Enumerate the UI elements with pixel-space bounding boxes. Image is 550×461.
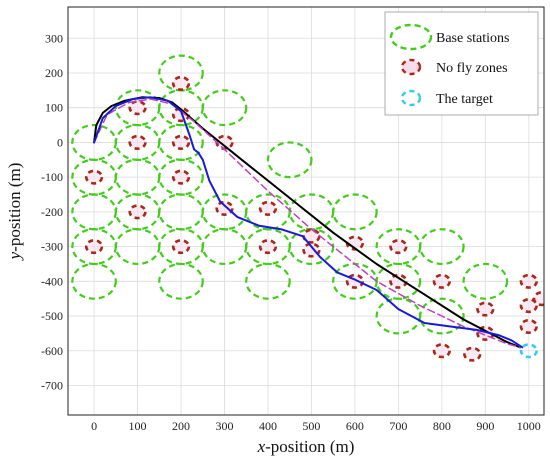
x-tick-label: 0 — [91, 419, 97, 433]
x-tick-label: 600 — [346, 419, 364, 433]
no-fly-zone-marker — [532, 291, 544, 307]
y-tick-label: -100 — [41, 170, 63, 184]
no-fly-zone-marker — [302, 242, 321, 258]
plot-frame — [67, 6, 545, 416]
y-tick-label: -700 — [41, 378, 63, 392]
base-station-marker — [266, 141, 313, 179]
no-fly-zone-marker — [258, 239, 278, 255]
y-tick-label: -600 — [41, 344, 63, 358]
x-tick-label: 1000 — [517, 419, 541, 433]
y-tick-label: -500 — [41, 309, 63, 323]
x-tick-label: 100 — [129, 419, 147, 433]
legend: Base stations No fly zones The target — [384, 11, 539, 116]
x-tick-label: 900 — [476, 419, 494, 433]
no-fly-zone-marker — [476, 301, 495, 317]
trajectory-line — [93, 98, 521, 349]
no-fly-zone-marker — [171, 134, 191, 150]
x-tick-label: 700 — [389, 419, 407, 433]
base-station-marker — [71, 262, 117, 300]
legend-marker — [400, 58, 422, 76]
x-tick-label: 200 — [172, 419, 190, 433]
x-tick-label: 500 — [302, 419, 320, 433]
no-fly-zone-marker — [463, 346, 482, 362]
base-station-marker — [462, 262, 509, 300]
legend-label: The target — [436, 92, 493, 107]
y-axis-label: y-position (m) — [5, 163, 24, 262]
plot-area — [71, 54, 544, 362]
base-station-marker — [419, 228, 465, 266]
no-fly-zone-marker — [128, 100, 147, 116]
legend-marker — [400, 89, 422, 107]
base-station-marker — [245, 262, 291, 300]
no-fly-zone-marker — [519, 273, 538, 289]
legend-marker — [389, 23, 433, 51]
paths-group — [93, 96, 524, 349]
trajectory-line — [93, 96, 524, 349]
y-tick-label: -200 — [41, 205, 63, 219]
base-station-marker — [201, 89, 248, 127]
y-tick-label: 0 — [57, 135, 63, 149]
base-station-marker — [419, 297, 465, 335]
x-axis-label: x-position (m) — [257, 437, 355, 456]
no-fly-zone-marker — [432, 343, 451, 359]
base-station-marker — [332, 193, 378, 231]
x-tick-label: 300 — [215, 419, 233, 433]
y-tick-label: 200 — [45, 66, 63, 80]
no-fly-zone-marker — [128, 134, 147, 150]
no-fly-zone-marker — [171, 239, 191, 255]
y-tick-label: 300 — [45, 31, 63, 45]
no-fly-zones-group — [84, 75, 544, 362]
y-tick-label: 100 — [45, 101, 63, 115]
base-station-marker — [158, 262, 204, 300]
tick-labels: 0 100 200 300 400 500 600 700 800 900 100030020010… — [41, 31, 541, 433]
no-fly-zone-marker — [519, 298, 538, 314]
no-fly-zone-marker — [171, 75, 191, 91]
no-fly-zone-marker — [389, 273, 408, 289]
no-fly-zone-marker — [389, 239, 408, 255]
legend-label: No fly zones — [436, 61, 508, 76]
no-fly-zone-marker — [84, 239, 104, 255]
y-tick-label: -300 — [41, 240, 63, 254]
no-fly-zone-marker — [519, 318, 538, 335]
target-marker — [519, 343, 538, 359]
no-fly-zone-marker — [432, 273, 451, 289]
x-tick-label: 800 — [433, 419, 451, 433]
y-tick-label: -400 — [41, 274, 63, 288]
no-fly-zone-marker — [171, 169, 191, 185]
x-tick-label: 400 — [259, 419, 277, 433]
target-group — [519, 343, 538, 359]
no-fly-zone-marker — [171, 107, 191, 123]
no-fly-zone-marker — [258, 200, 278, 216]
no-fly-zone-marker — [84, 169, 104, 185]
no-fly-zone-marker — [215, 200, 234, 216]
legend-label: Base stations — [436, 31, 510, 46]
no-fly-zone-marker — [128, 204, 147, 220]
